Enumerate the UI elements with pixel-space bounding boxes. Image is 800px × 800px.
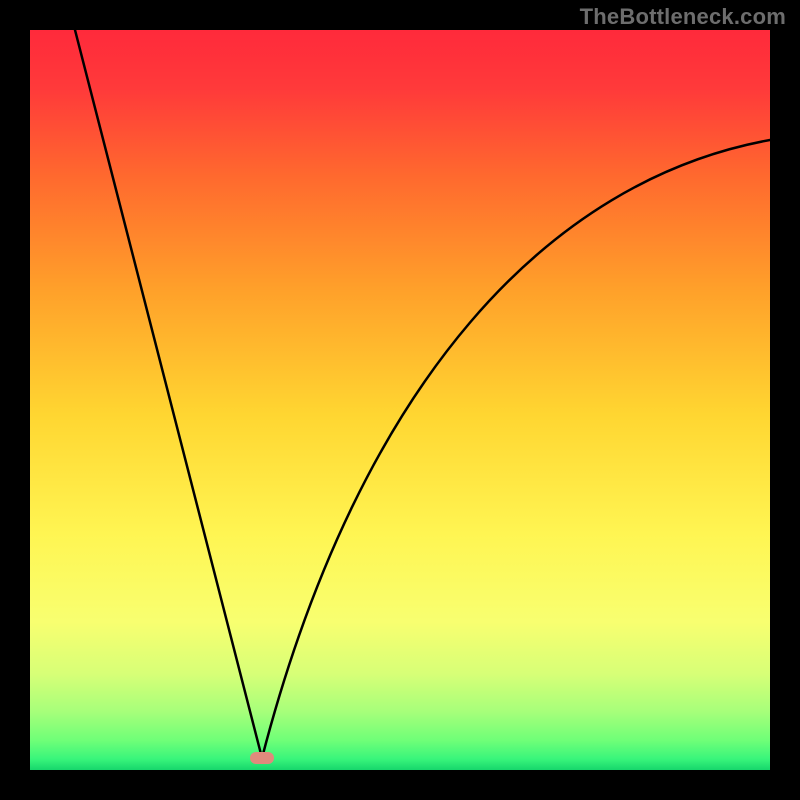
bottleneck-chart [30, 30, 770, 770]
apex-marker [250, 752, 274, 764]
figure-outer: TheBottleneck.com [0, 0, 800, 800]
watermark-text: TheBottleneck.com [580, 4, 786, 30]
plot-area [30, 30, 770, 770]
gradient-background [30, 30, 770, 770]
